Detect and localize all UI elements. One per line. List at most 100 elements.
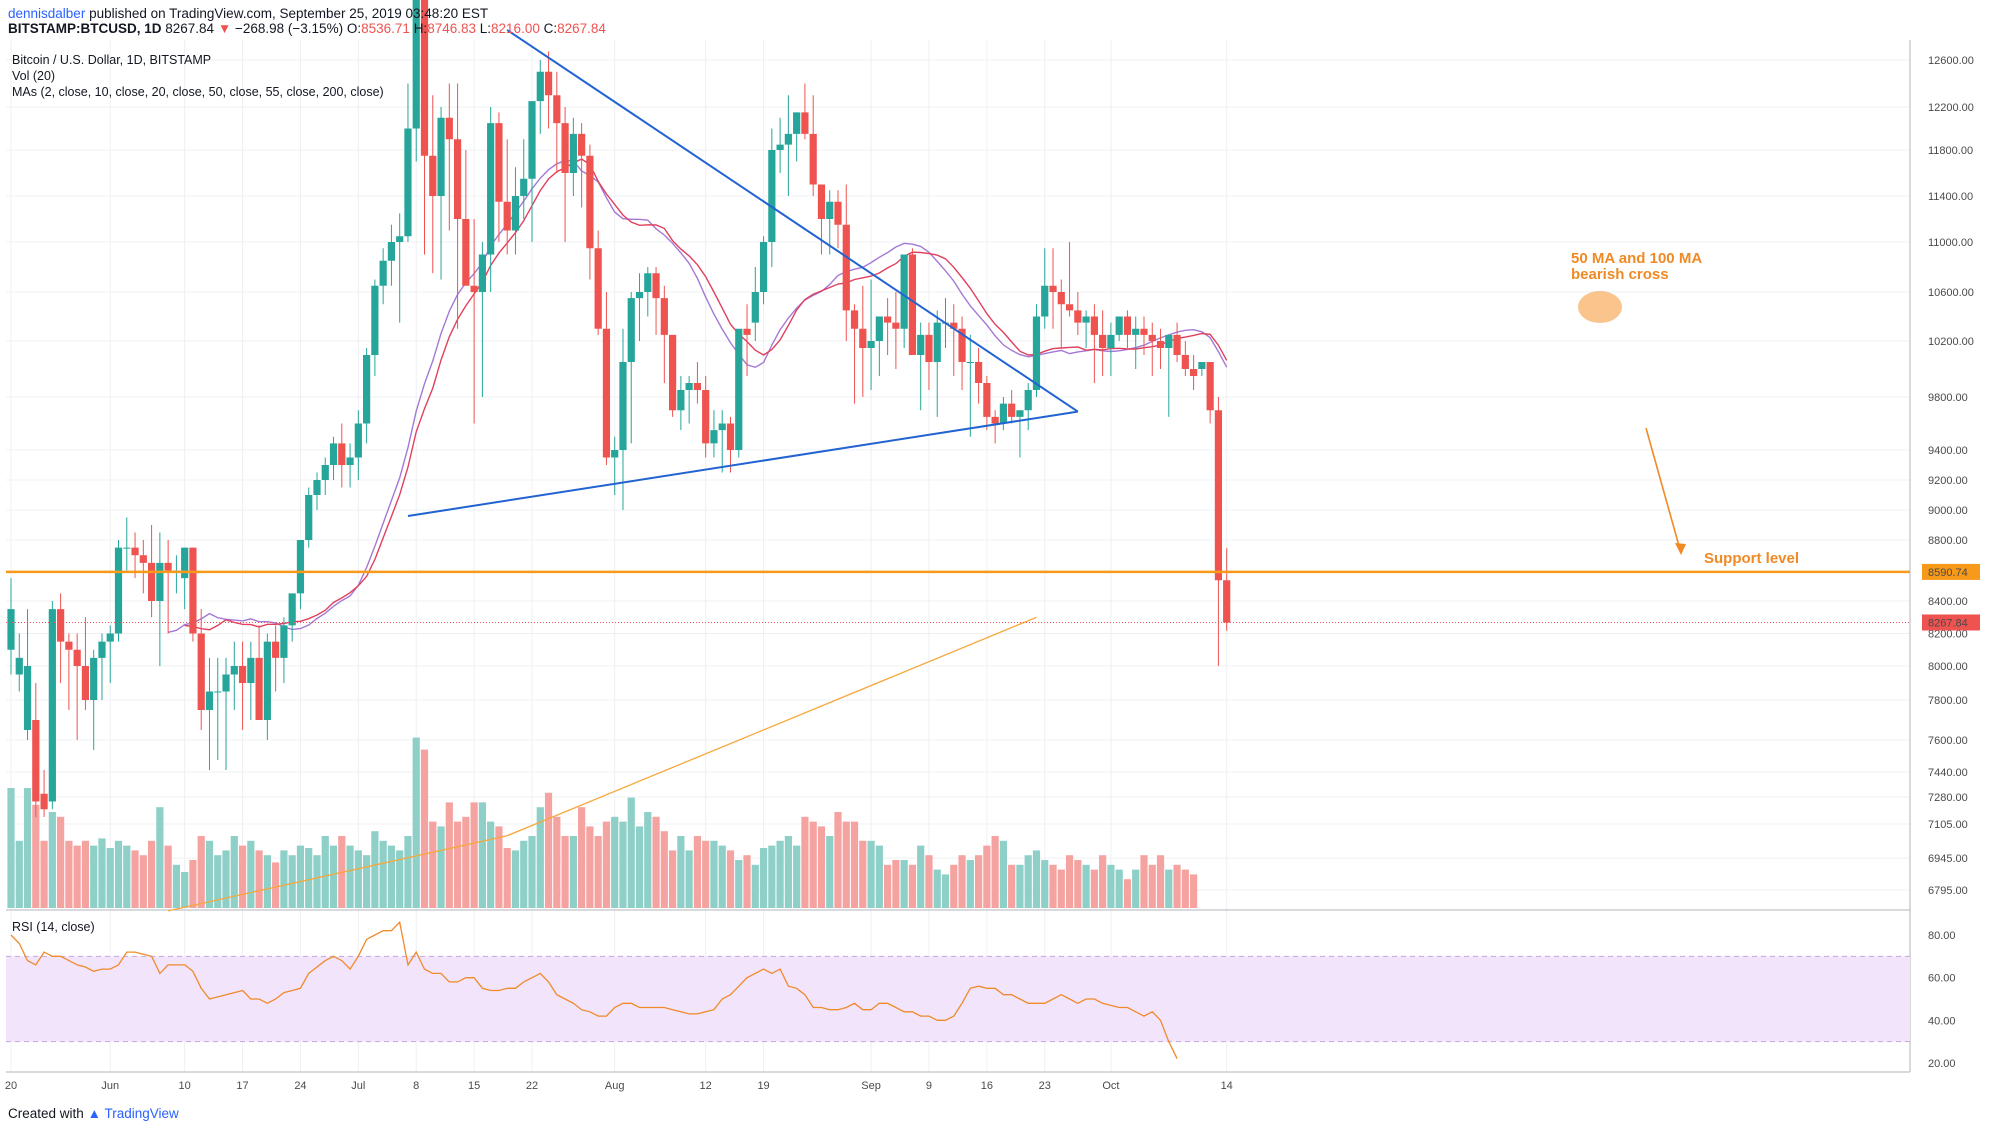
- volume-bar: [7, 788, 15, 908]
- volume-bar: [677, 836, 685, 908]
- volume-bar: [1115, 869, 1123, 908]
- candle-body: [536, 71, 544, 102]
- candle-body: [346, 457, 354, 465]
- candle-body: [214, 691, 222, 693]
- volume-bar: [1074, 860, 1082, 908]
- tradingview-logo-icon: ▲: [87, 1106, 101, 1121]
- volume-bar: [98, 838, 106, 908]
- price-tick-label: 10200.00: [1928, 336, 1974, 348]
- volume-bar: [958, 855, 966, 908]
- support-price-label: 8590.74: [1928, 567, 1968, 579]
- volume-bar: [586, 826, 594, 908]
- volume-bar: [1107, 864, 1115, 908]
- volume-bar: [528, 836, 536, 908]
- rsi-band: [6, 955, 1910, 1043]
- candle-body: [793, 112, 801, 134]
- candle-body: [1165, 334, 1173, 348]
- candle-body: [313, 480, 321, 495]
- tradingview-brand[interactable]: TradingView: [104, 1106, 179, 1121]
- candle-body: [925, 334, 933, 362]
- volume-bar: [1148, 864, 1156, 908]
- candle-body: [73, 649, 81, 666]
- volume-bar: [1057, 869, 1065, 908]
- volume-bar: [280, 850, 288, 908]
- price-tick-label: 11400.00: [1928, 191, 1973, 203]
- time-tick-label: Oct: [1102, 1080, 1119, 1092]
- volume-bar: [487, 821, 495, 908]
- candle-body: [743, 328, 751, 335]
- volume-bar: [1132, 869, 1140, 908]
- volume-bar: [123, 845, 131, 908]
- candle-body: [81, 666, 90, 700]
- candle-body: [635, 292, 644, 299]
- volume-bar: [57, 816, 65, 908]
- candle-body: [1115, 316, 1123, 335]
- candle-body: [1123, 316, 1132, 335]
- candle-body: [834, 201, 842, 225]
- price-tick-label: 7105.00: [1928, 819, 1968, 831]
- lower-trend-line: [407, 410, 1078, 517]
- volume-bar: [793, 845, 801, 908]
- price-tick-label: 6795.00: [1928, 885, 1968, 897]
- candle-body: [1074, 310, 1082, 323]
- volume-bar: [164, 845, 172, 908]
- volume-bar: [445, 802, 453, 908]
- candlesticks: [7, 0, 1231, 818]
- time-tick-label: 24: [294, 1080, 306, 1092]
- candle-body: [106, 633, 114, 642]
- candle-body: [288, 593, 296, 626]
- volume-bar: [817, 826, 826, 908]
- volume-bar: [569, 836, 577, 908]
- volume-bar: [197, 836, 205, 908]
- volume-bars: [7, 737, 1198, 908]
- volume-bar: [90, 845, 98, 908]
- candle-body: [644, 273, 652, 292]
- author-link[interactable]: dennisdalber: [8, 6, 86, 21]
- volume-bar: [826, 836, 834, 908]
- footer: Created with ▲ TradingView: [8, 1106, 179, 1121]
- candle-body: [321, 465, 329, 480]
- volume-bar: [983, 845, 991, 908]
- candle-body: [528, 101, 536, 179]
- ma-55-line: [184, 158, 1228, 631]
- candle-body: [470, 285, 478, 292]
- price-tick-label: 9800.00: [1928, 392, 1968, 404]
- price-tick-label: 12600.00: [1928, 55, 1974, 67]
- volume-bar: [925, 855, 933, 908]
- candle-body: [263, 641, 271, 720]
- candle-body: [619, 362, 627, 450]
- candle-body: [917, 334, 925, 355]
- support-level-label: Support level: [1704, 550, 1799, 567]
- candle-body: [164, 562, 172, 571]
- volume-bar: [941, 874, 950, 908]
- price-tick-label: 7440.00: [1928, 767, 1968, 779]
- volume-bar: [1099, 855, 1107, 908]
- candle-body: [966, 362, 974, 363]
- high-label: H:: [413, 21, 428, 36]
- rsi-label: RSI (14, close): [12, 920, 95, 934]
- time-axis: 20 Jun 10 17 24 Jul 8 15 22 Aug 12 19 Sep 9 16 23 Oct 14: [5, 1080, 1233, 1092]
- volume-bar: [578, 807, 586, 908]
- candle-body: [65, 641, 73, 650]
- volume-bar: [222, 850, 230, 908]
- volume-bar: [991, 836, 999, 908]
- volume-bar: [172, 864, 180, 908]
- legend-mas: MAs (2, close, 10, close, 20, close, 50,…: [12, 85, 384, 99]
- volume-bar: [412, 737, 420, 908]
- change-value: −268.98 (−3.15%): [234, 21, 344, 36]
- volume-bar: [660, 831, 668, 908]
- candle-body: [32, 720, 40, 802]
- candle-body: [660, 298, 668, 335]
- candle-body: [230, 666, 238, 675]
- volume-bar: [669, 850, 677, 908]
- volume-bar: [842, 821, 850, 908]
- volume-bar: [1008, 864, 1016, 908]
- support-price-badge: [1922, 563, 1980, 580]
- volume-bar: [181, 872, 189, 908]
- volume-bar: [850, 821, 859, 908]
- candle-body: [768, 150, 776, 242]
- volume-bar: [48, 812, 56, 908]
- candle-body: [305, 495, 313, 540]
- candle-body: [751, 292, 759, 323]
